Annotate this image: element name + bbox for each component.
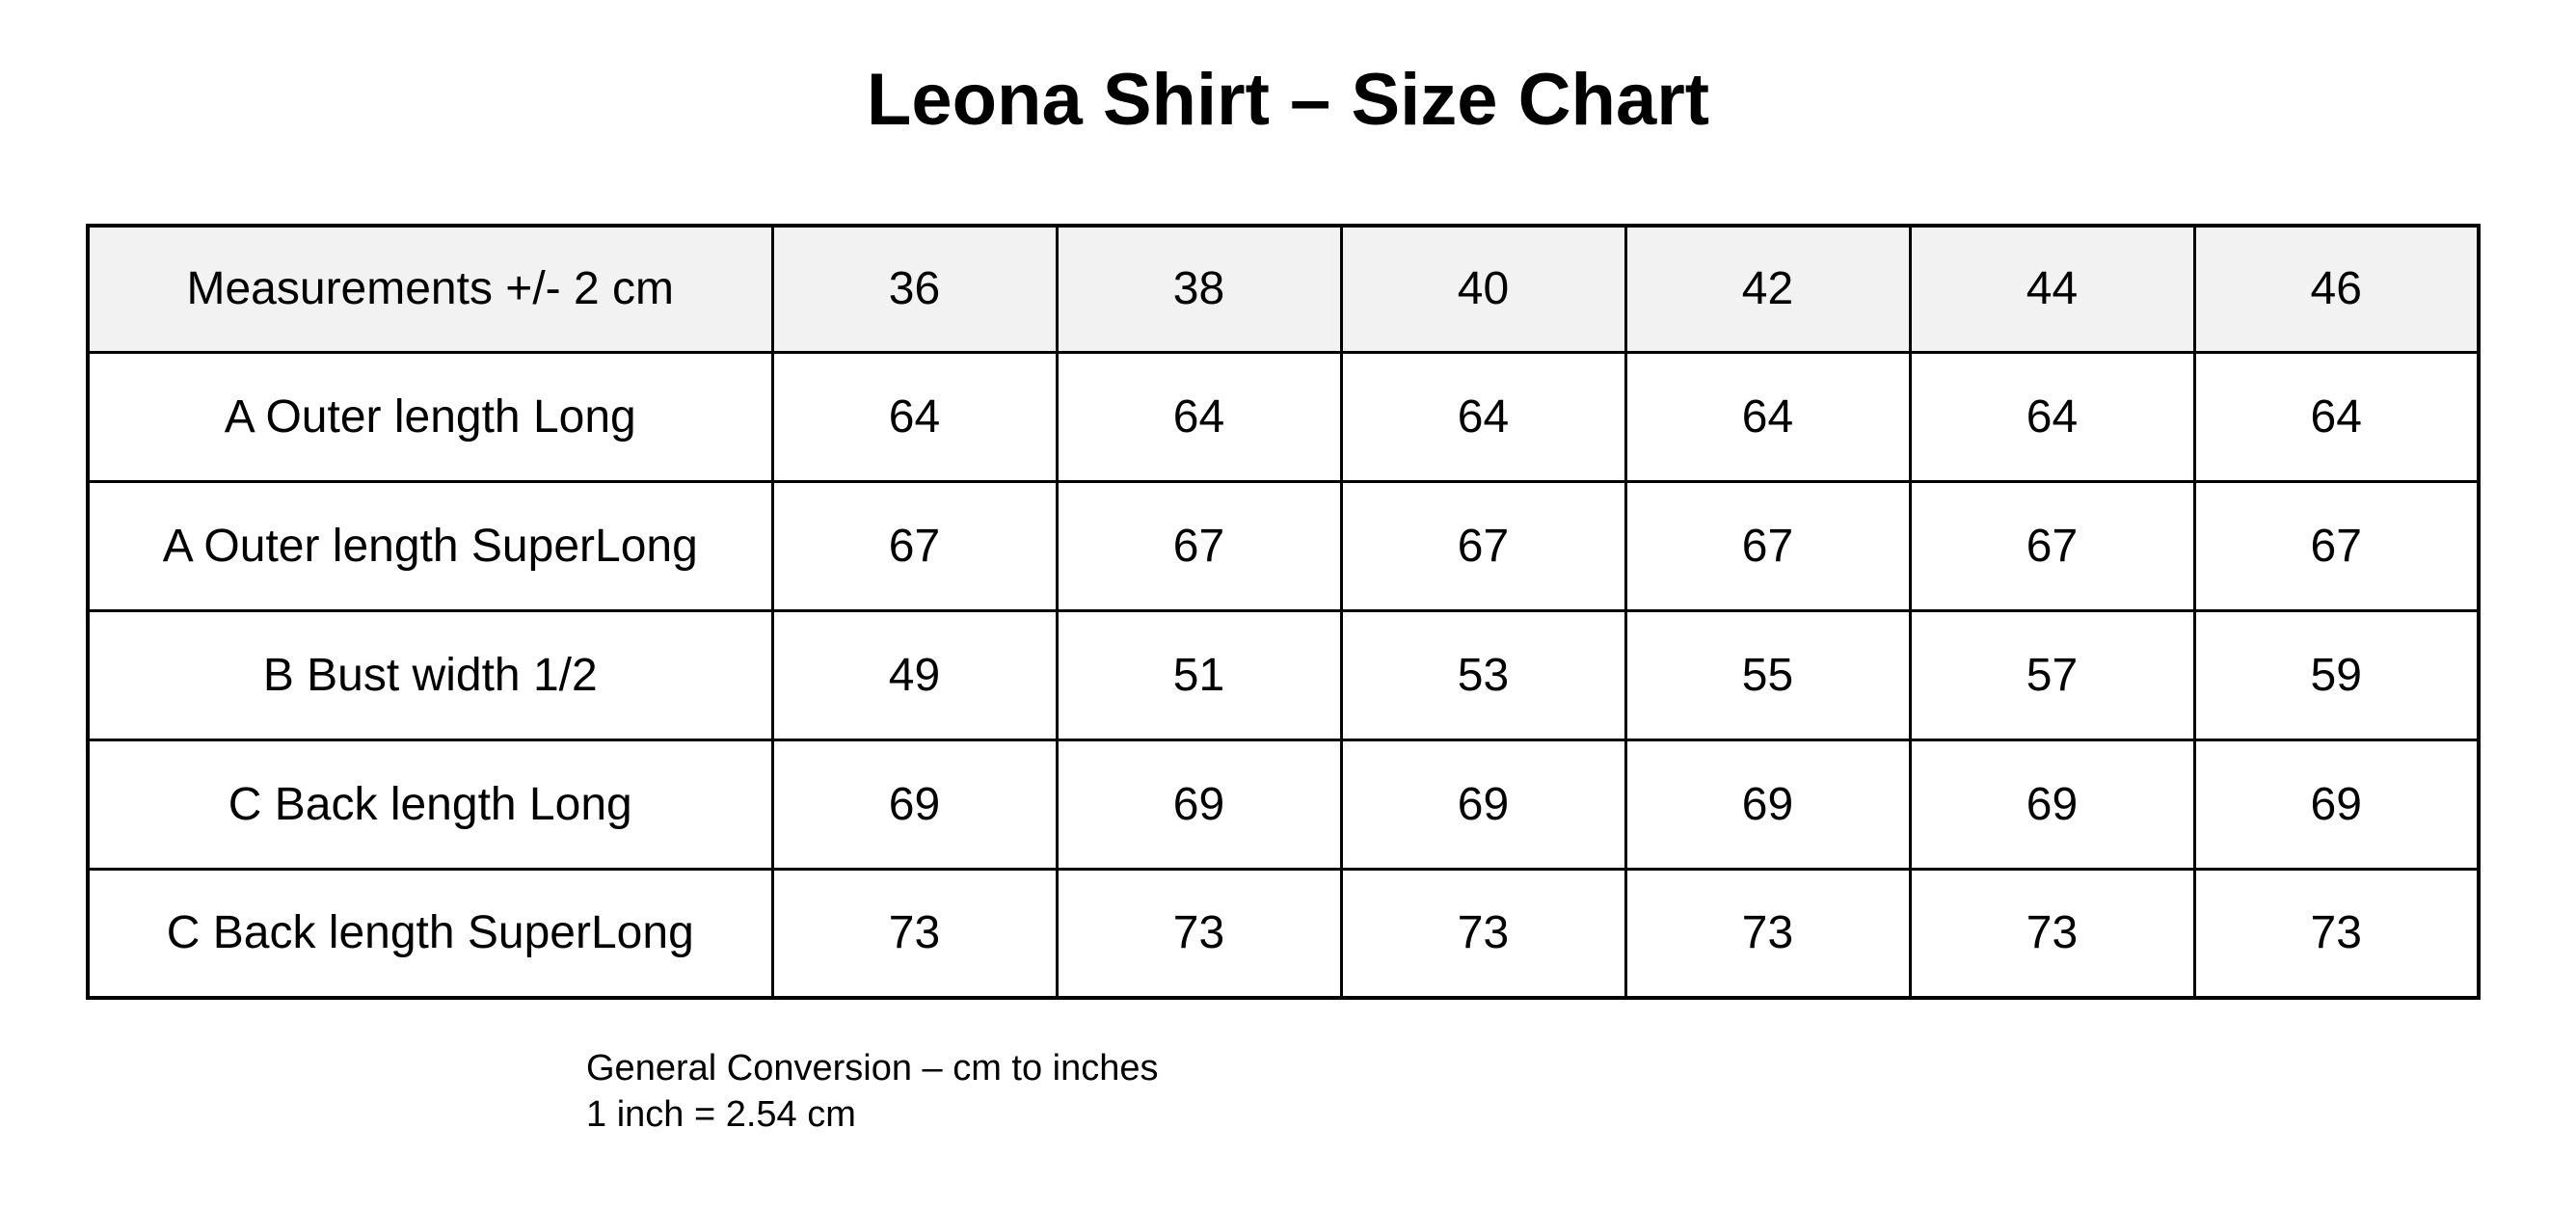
conversion-note: General Conversion – cm to inches 1 inch… bbox=[586, 1045, 1159, 1138]
value-cell: 59 bbox=[2192, 608, 2481, 741]
header-cell-size-46: 46 bbox=[2192, 224, 2481, 354]
value-cell: 67 bbox=[1055, 479, 1343, 612]
value-cell: 64 bbox=[2192, 350, 2481, 483]
value-cell: 73 bbox=[2192, 867, 2481, 1000]
table-row-bust-width: B Bust width 1/2 49 51 53 55 57 59 bbox=[86, 608, 2481, 741]
table-row-back-length-long: C Back length Long 69 69 69 69 69 69 bbox=[86, 738, 2481, 871]
value-cell: 64 bbox=[1339, 350, 1627, 483]
value-cell: 69 bbox=[1055, 738, 1343, 871]
value-cell: 64 bbox=[770, 350, 1059, 483]
header-cell-size-36: 36 bbox=[770, 224, 1059, 354]
value-cell: 57 bbox=[1908, 608, 2196, 741]
value-cell: 53 bbox=[1339, 608, 1627, 741]
page-title: Leona Shirt – Size Chart bbox=[866, 59, 1710, 141]
value-cell: 55 bbox=[1623, 608, 1912, 741]
header-cell-size-40: 40 bbox=[1339, 224, 1627, 354]
value-cell: 67 bbox=[1623, 479, 1912, 612]
value-cell: 69 bbox=[770, 738, 1059, 871]
value-cell: 73 bbox=[1623, 867, 1912, 1000]
value-cell: 73 bbox=[770, 867, 1059, 1000]
value-cell: 67 bbox=[1908, 479, 2196, 612]
value-cell: 67 bbox=[2192, 479, 2481, 612]
value-cell: 69 bbox=[1623, 738, 1912, 871]
conversion-note-line1: General Conversion – cm to inches bbox=[586, 1048, 1159, 1088]
row-label-cell: A Outer length SuperLong bbox=[86, 479, 774, 612]
header-cell-size-42: 42 bbox=[1623, 224, 1912, 354]
value-cell: 73 bbox=[1339, 867, 1627, 1000]
row-label-cell: A Outer length Long bbox=[86, 350, 774, 483]
value-cell: 51 bbox=[1055, 608, 1343, 741]
value-cell: 69 bbox=[1908, 738, 2196, 871]
header-cell-size-38: 38 bbox=[1055, 224, 1343, 354]
value-cell: 67 bbox=[1339, 479, 1627, 612]
table-row-back-length-superlong: C Back length SuperLong 73 73 73 73 73 7… bbox=[86, 867, 2481, 1000]
value-cell: 67 bbox=[770, 479, 1059, 612]
value-cell: 73 bbox=[1055, 867, 1343, 1000]
value-cell: 73 bbox=[1908, 867, 2196, 1000]
value-cell: 69 bbox=[1339, 738, 1627, 871]
table-row-outer-length-superlong: A Outer length SuperLong 67 67 67 67 67 … bbox=[86, 479, 2481, 612]
value-cell: 64 bbox=[1908, 350, 2196, 483]
row-label-cell: C Back length SuperLong bbox=[86, 867, 774, 1000]
table-row-outer-length-long: A Outer length Long 64 64 64 64 64 64 bbox=[86, 350, 2481, 483]
row-label-cell: C Back length Long bbox=[86, 738, 774, 871]
header-cell-size-44: 44 bbox=[1908, 224, 2196, 354]
value-cell: 64 bbox=[1055, 350, 1343, 483]
value-cell: 49 bbox=[770, 608, 1059, 741]
value-cell: 64 bbox=[1623, 350, 1912, 483]
value-cell: 69 bbox=[2192, 738, 2481, 871]
row-label-cell: B Bust width 1/2 bbox=[86, 608, 774, 741]
conversion-note-line2: 1 inch = 2.54 cm bbox=[586, 1094, 856, 1135]
size-chart-table: Measurements +/- 2 cm 36 38 40 42 44 46 … bbox=[86, 224, 2481, 1000]
table-header-row: Measurements +/- 2 cm 36 38 40 42 44 46 bbox=[86, 224, 2481, 354]
header-cell-measurements: Measurements +/- 2 cm bbox=[86, 224, 774, 354]
